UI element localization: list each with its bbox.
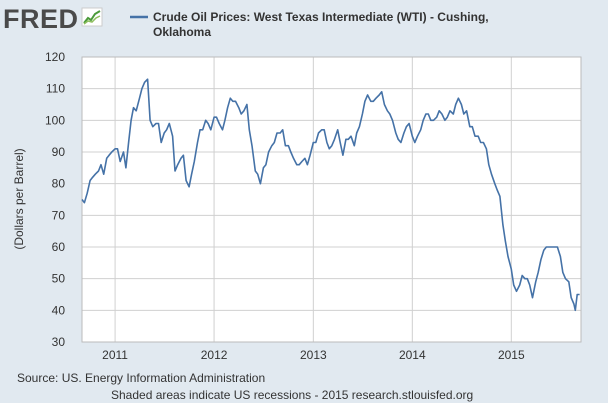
- y-axis-label: (Dollars per Barrel): [12, 148, 26, 249]
- y-tick-label: 50: [52, 272, 66, 286]
- x-axis-ticks: 2011 2012 2013 2014 2015: [102, 348, 525, 362]
- x-tick-label: 2013: [300, 348, 327, 362]
- fred-logo[interactable]: FRED: [3, 4, 79, 34]
- y-tick-label: 100: [45, 113, 65, 127]
- x-tick-label: 2012: [201, 348, 228, 362]
- x-tick-label: 2014: [399, 348, 426, 362]
- y-tick-label: 110: [46, 82, 65, 96]
- y-axis-ticks: 30 40 50 60 70 80 90 100 110 120: [45, 50, 65, 349]
- recession-note: Shaded areas indicate US recessions - 20…: [111, 388, 473, 402]
- series-line-wti: [81, 78, 580, 312]
- y-tick-label: 120: [45, 50, 65, 64]
- y-tick-label: 70: [52, 208, 66, 222]
- y-tick-label: 60: [52, 240, 66, 254]
- legend-label-line2: Oklahoma: [153, 25, 211, 39]
- plot-area: [82, 57, 581, 342]
- legend-label-line1: Crude Oil Prices: West Texas Intermediat…: [153, 10, 489, 24]
- x-tick-label: 2015: [498, 348, 525, 362]
- y-tick-label: 80: [52, 177, 66, 191]
- y-tick-label: 90: [52, 145, 66, 159]
- fred-chart-icon: [81, 7, 103, 27]
- y-tick-label: 30: [52, 335, 66, 349]
- x-tick-label: 2011: [102, 348, 128, 362]
- chart-legend: Crude Oil Prices: West Texas Intermediat…: [130, 10, 489, 39]
- source-text: Source: US. Energy Information Administr…: [17, 371, 265, 385]
- y-tick-label: 40: [52, 303, 66, 317]
